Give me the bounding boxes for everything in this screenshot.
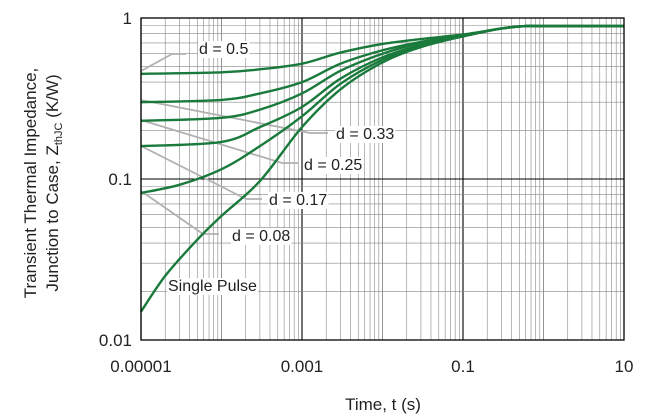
y-axis-title: Transient Thermal Impedance, Junction to… xyxy=(21,68,65,299)
x-tick-labels: 0.00001 0.001 0.1 10 xyxy=(110,357,633,376)
label-bg-d-0-25 xyxy=(303,157,364,174)
series-label-single-pulse: Single Pulse xyxy=(168,278,257,295)
y-axis-title-main: Junction to Case, Z xyxy=(43,145,62,291)
x-axis-title: Time, t (s) xyxy=(345,395,421,414)
leader-line-d-0-33 xyxy=(140,99,328,134)
y-tick-label: 0.1 xyxy=(108,170,132,189)
leader-line-d-0-5 xyxy=(140,53,186,72)
label-bg-d-0-08 xyxy=(231,228,292,245)
series-label-d-0-17: d = 0.17 xyxy=(269,192,327,209)
annotation-leaders xyxy=(140,53,328,235)
y-axis-title-line1: Transient Thermal Impedance, xyxy=(21,68,40,299)
label-bg-d-0-17 xyxy=(268,192,329,209)
y-tick-labels: 0.01 0.1 1 xyxy=(99,9,132,350)
leader-line-d-0-25 xyxy=(140,119,298,164)
y-axis-title-subscript: thJC xyxy=(53,122,65,145)
y-tick-label: 1 xyxy=(123,9,132,28)
series-label-d-0-25: d = 0.25 xyxy=(304,157,362,174)
plot-frame xyxy=(140,17,625,341)
series-label-d-0-08: d = 0.08 xyxy=(232,228,290,245)
y-tick-label: 0.01 xyxy=(99,331,132,350)
x-tick-label: 0.001 xyxy=(281,357,324,376)
series-label-d-0-5: d = 0.5 xyxy=(199,41,248,58)
x-tick-label: 0.1 xyxy=(451,357,475,376)
label-bg-single-pulse xyxy=(167,278,259,295)
series-line-single-pulse xyxy=(140,24,624,313)
y-axis-title-line2: Junction to Case, ZthJC (K/W) xyxy=(43,74,65,291)
x-tick-label: 0.00001 xyxy=(110,357,171,376)
y-axis-title-unit: (K/W) xyxy=(43,74,62,122)
series-label-d-0-33: d = 0.33 xyxy=(336,126,394,143)
label-bg-d-0-5 xyxy=(198,41,250,58)
series-lines xyxy=(140,24,624,313)
leader-line-d-0-17 xyxy=(140,145,262,200)
label-bg-d-0-33 xyxy=(335,126,396,143)
annotation-labels: d = 0.5 d = 0.33 d = 0.25 d = 0.17 d = 0.08 S… xyxy=(167,41,396,295)
x-tick-label: 10 xyxy=(615,357,634,376)
